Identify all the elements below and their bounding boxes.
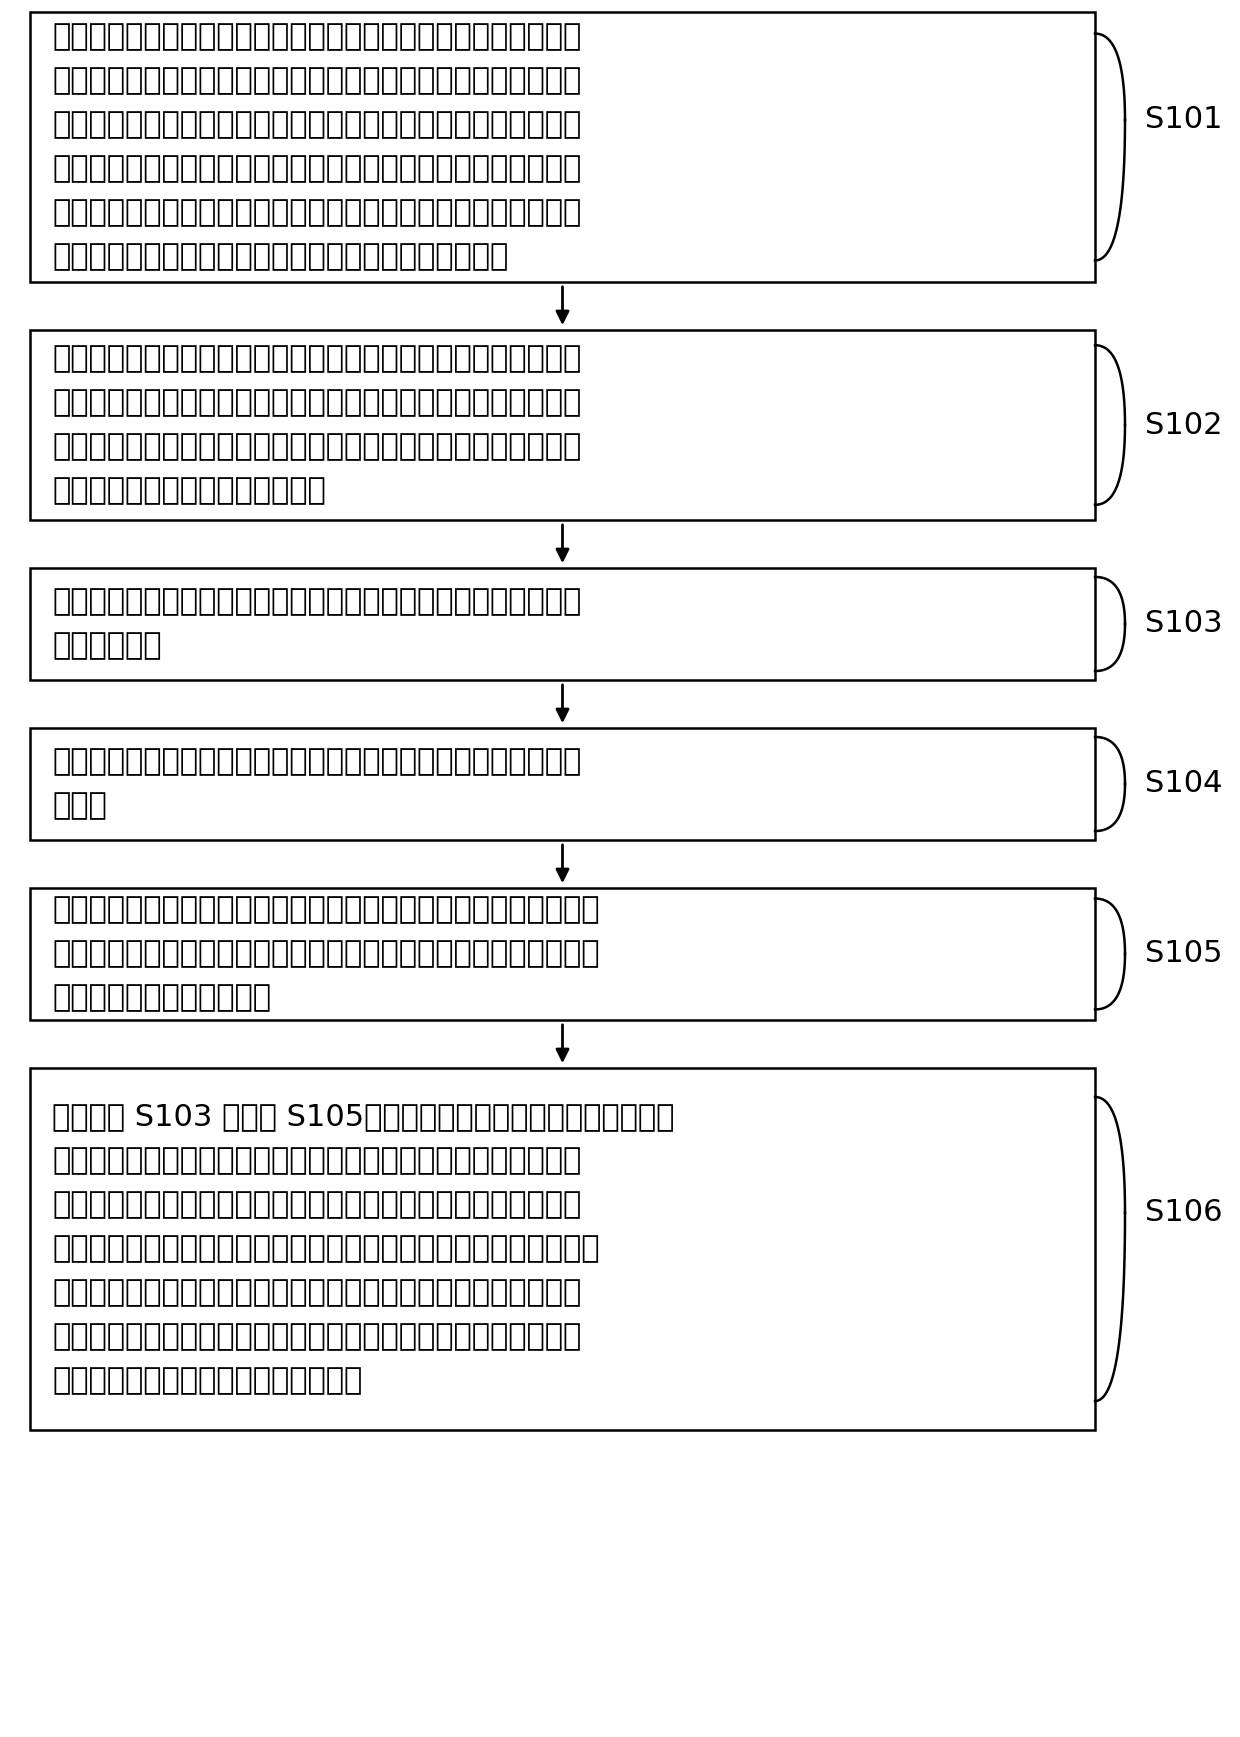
Bar <box>30 568 1095 679</box>
Text: 对库房之间的距离、车辆的平均速度、车辆装载的库房所需表计的
数量、装卸搬运一个储位的时间、库房所需周转箱的数量、表计的
单位配送成本、固定成本、周转箱在车辆中的: 对库房之间的距离、车辆的平均速度、车辆装载的库房所需表计的 数量、装卸搬运一个储… <box>52 344 582 505</box>
Bar <box>30 888 1095 1020</box>
Text: 对该遗传排程群体进行配对，生成遗传配对排程群体，对遗传配对排
程群体进行交叉，得到遗传交叉排程群体，对遗传交叉排程群体进行
变异，形成次遗传排程群体: 对该遗传排程群体进行配对，生成遗传配对排程群体，对遗传配对排 程群体进行交叉，得… <box>52 896 599 1013</box>
Text: 基于库房之间的距离、车辆的平均速度、车辆装载的库房所需表计
的数量、装卸搬运一个储位的时间构建电能计量装置配送时间最短
模型；基于库房所需周转箱的数量、表计的单: 基于库房之间的距离、车辆的平均速度、车辆装载的库房所需表计 的数量、装卸搬运一个… <box>52 23 582 271</box>
Bar <box>30 330 1095 519</box>
Bar <box>30 728 1095 841</box>
Text: S104: S104 <box>1145 769 1223 799</box>
Text: 计算初始排程群体的目标函数值，并根据目标函数值计算初始排程
群体的适应度: 计算初始排程群体的目标函数值，并根据目标函数值计算初始排程 群体的适应度 <box>52 587 582 660</box>
Text: S102: S102 <box>1145 410 1223 439</box>
Bar <box>30 12 1095 281</box>
Text: 根据初始排程群体的适应度对初始排程群体进行选择，组建遗传排
程群体: 根据初始排程群体的适应度对初始排程群体进行选择，组建遗传排 程群体 <box>52 747 582 820</box>
Text: S105: S105 <box>1145 940 1223 969</box>
Text: S106: S106 <box>1145 1199 1223 1228</box>
Text: S101: S101 <box>1145 106 1223 134</box>
Text: S103: S103 <box>1145 610 1223 639</box>
Bar <box>30 1068 1095 1430</box>
Text: 重复步骤 S103 至步骤 S105，直到计算出满足电能计量装置配送时
间最短模型、电能计量装置配送成本最低模型、电能计量装置配送
装载率最高模型和模型约束条件: 重复步骤 S103 至步骤 S105，直到计算出满足电能计量装置配送时 间最短模… <box>52 1103 675 1395</box>
